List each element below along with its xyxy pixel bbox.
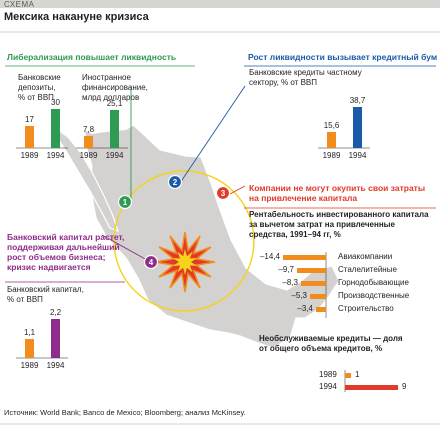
panel3-value-0: –14,4 <box>259 252 280 261</box>
panel1-left-bar-1989 <box>25 126 34 148</box>
panel2-label-line-1: Банковские кредиты частному <box>249 68 362 77</box>
baja-peninsula <box>53 126 119 233</box>
panel2-value-1994: 38,7 <box>349 96 366 105</box>
panel5-value-1994: 9 <box>402 382 407 391</box>
panel4-title: Банковский капитал растет, поддерживая д… <box>7 232 124 272</box>
panel4-label: Банковский капитал, % от ВВП <box>7 285 84 305</box>
panel1-right-label-line-2: финансирование, <box>82 83 148 92</box>
panel4-label-line-1: Банковский капитал, <box>7 285 84 294</box>
panel4-title-line-2: поддерживая дальнейший <box>7 242 120 252</box>
panel3-bar-3 <box>310 294 326 299</box>
marker-4: 4 <box>143 254 159 270</box>
connector-2 <box>179 85 246 184</box>
panel2-year-1989: 1989 <box>322 151 341 160</box>
panel3-title: Компании не могут окупить свои затраты н… <box>249 183 425 203</box>
panel3-bar-1 <box>297 268 326 273</box>
panel4-title-line-3: рост объемов бизнеса; <box>7 252 106 262</box>
panel1-right-label-line-1: Иностранное <box>82 73 131 82</box>
header-kicker: СХЕМА <box>4 0 35 9</box>
panel3-label-2: Горнодобывающие <box>338 278 409 287</box>
panel2-bar-1989 <box>327 132 336 148</box>
panel3-bar-2 <box>301 281 326 286</box>
panel4-value-1994: 2,2 <box>49 308 62 317</box>
panel1-title: Либерализация повышает ликвидность <box>7 52 177 62</box>
panel3-bar-0 <box>283 255 326 260</box>
panel5-title-line-1: Необслуживаемые кредиты — доля <box>259 334 403 343</box>
panel5-year-1989: 1989 <box>319 370 337 379</box>
panel4-bar-1989 <box>25 339 34 358</box>
panel5-bar-1989 <box>345 373 351 378</box>
panel4-bar-1994 <box>51 319 60 358</box>
panel1-left-bar-1994 <box>51 109 60 148</box>
panel5-year-1994: 1994 <box>319 382 337 391</box>
panel3-value-4: –3,4 <box>297 304 313 313</box>
panel5-title-line-2: от общего объема кредитов, % <box>259 344 383 353</box>
marker-2: 2 <box>167 174 183 190</box>
panel4-value-1989: 1,1 <box>23 328 36 337</box>
panel3-value-1: –9,7 <box>278 265 294 274</box>
footer-source: Источник: World Bank; Banco de Mexico; B… <box>4 408 246 417</box>
panel1-right-year-1989: 1989 <box>79 151 98 160</box>
panel2-year-1994: 1994 <box>348 151 367 160</box>
panel1-left-value-1994: 30 <box>51 98 60 107</box>
panel3-value-3: –5,3 <box>291 291 307 300</box>
panel4-year-1994: 1994 <box>46 361 65 370</box>
panel4-title-line-1: Банковский капитал растет, <box>7 232 125 242</box>
marker-3-label: 3 <box>221 189 226 198</box>
panel3-title-line-2: на привлечение капитала <box>249 193 358 203</box>
connector-4 <box>101 234 148 261</box>
panel2-label-line-2: сектору, % от ВВП <box>249 78 317 87</box>
panel1-right-bar-1994 <box>110 110 119 148</box>
panel1-left-label-line-2: депозиты, <box>18 83 56 92</box>
marker-1-label: 1 <box>123 198 128 207</box>
panel2-title: Рост ликвидности вызывает кредитный бум <box>248 52 438 62</box>
panel4-year-1989: 1989 <box>20 361 39 370</box>
explosion-icon <box>154 231 216 293</box>
panel1-left-label-line-3: % от ВВП <box>18 93 54 102</box>
mexico-mainland <box>83 117 340 349</box>
panel1-right-label: Иностранное финансирование, млрд долларо… <box>82 73 148 103</box>
panel3-subtitle-line-2: за вычетом затрат на привлеченные <box>249 220 395 229</box>
mexico-map <box>53 111 340 349</box>
panel5-title: Необслуживаемые кредиты — доля от общего… <box>259 334 403 354</box>
panel2-label: Банковские кредиты частному сектору, % о… <box>249 68 362 88</box>
panel4-label-line-2: % от ВВП <box>7 295 43 304</box>
marker-4-label: 4 <box>149 258 154 267</box>
panel2-bar-1994 <box>353 107 362 148</box>
panel3-subtitle-line-1: Рентабельность инвестированного капитала <box>249 210 429 219</box>
marker-1: 1 <box>117 194 133 210</box>
panel3-label-1: Сталелитейные <box>338 265 397 274</box>
panel3-title-line-1: Компании не могут окупить свои затраты <box>249 183 426 193</box>
marker-3: 3 <box>215 185 231 201</box>
panel1-left-label: Банковские депозиты, % от ВВП <box>18 73 61 103</box>
page-title: Мексика накануне кризиса <box>4 11 149 23</box>
panel3-label-3: Производственные <box>338 291 410 300</box>
panel1-right-bar-1989 <box>84 136 93 148</box>
connector-3 <box>227 185 246 196</box>
panel4-title-line-4: кризис надвигается <box>7 262 91 272</box>
panel3-label-4: Строительство <box>338 304 394 313</box>
panel1-left-label-line-1: Банковские <box>18 73 61 82</box>
panel1-left-year-1994: 1994 <box>46 151 65 160</box>
explosion-inner <box>172 249 198 275</box>
panel1-right-value-1989: 7,8 <box>82 125 95 134</box>
panel3-value-2: –8,3 <box>282 278 298 287</box>
panel3-bar-4 <box>316 307 326 312</box>
panel2-value-1989: 15,6 <box>323 121 340 130</box>
panel5-value-1989: 1 <box>355 370 360 379</box>
panel1-left-year-1989: 1989 <box>20 151 39 160</box>
panel1-right-year-1994: 1994 <box>105 151 124 160</box>
header-kicker-bar <box>0 0 440 8</box>
panel1-right-value-1994: 25,1 <box>106 99 123 108</box>
panel1-left-value-1989: 17 <box>25 115 34 124</box>
panel3-subtitle: Рентабельность инвестированного капитала… <box>249 210 429 240</box>
panel3-subtitle-line-3: средства, 1991–94 гг, % <box>249 230 341 239</box>
panel1-right-label-line-3: млрд долларов <box>82 93 140 102</box>
panel5-bar-1994 <box>345 385 398 390</box>
marker-2-label: 2 <box>173 178 178 187</box>
panel3-label-0: Авиакомпании <box>338 252 393 261</box>
cycle-ring <box>113 170 255 312</box>
